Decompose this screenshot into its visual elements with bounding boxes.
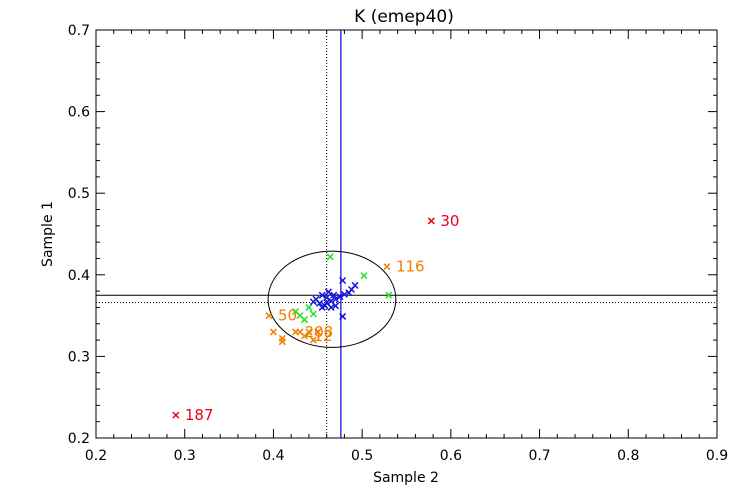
data-point-blue	[339, 312, 347, 320]
data-point-blue	[323, 294, 331, 302]
point-label: 187	[185, 406, 214, 424]
x-axis-label: Sample 2	[373, 470, 439, 486]
x-tick-label: 0.2	[85, 448, 107, 464]
data-point-orange	[278, 338, 286, 346]
point-label: 50	[278, 307, 297, 325]
confidence-ellipse	[267, 250, 397, 348]
data-point-green	[326, 253, 334, 261]
y-tick-label: 0.2	[68, 431, 90, 447]
data-point-green	[385, 291, 393, 299]
reference-lines	[96, 30, 717, 438]
x-tick-label: 0.7	[528, 448, 550, 464]
x-tick-label: 0.9	[706, 448, 728, 464]
point-label: 208	[305, 323, 334, 341]
x-tick-label: 0.5	[351, 448, 373, 464]
y-tick-label: 0.7	[68, 23, 90, 39]
data-point-blue	[309, 298, 317, 306]
point-label: 30	[440, 212, 459, 230]
data-point-orange	[383, 263, 391, 271]
tick-labels: 0.2 0.3 0.4 0.5 0.6 0.7 0.8 0.9 0.2 0.3 0.4 0.5 0.6 0…	[68, 23, 728, 464]
y-axis-label: Sample 1	[40, 201, 56, 267]
ellipse-layer	[267, 250, 397, 348]
data-point-green	[360, 272, 368, 280]
y-tick-label: 0.5	[68, 186, 90, 202]
data-point-blue	[336, 293, 344, 301]
data-point-blue	[340, 290, 348, 298]
data-points	[172, 217, 435, 419]
data-point-blue	[345, 289, 353, 297]
data-point-orange	[269, 328, 277, 336]
point-label: 12	[313, 327, 332, 345]
data-point-red	[172, 411, 180, 419]
y-tick-label: 0.3	[68, 349, 90, 365]
data-point-blue	[318, 291, 326, 299]
data-point-blue	[318, 303, 326, 311]
y-tick-label: 0.6	[68, 105, 90, 121]
data-point-blue	[327, 303, 335, 311]
point-label: 116	[396, 258, 425, 276]
data-point-blue	[331, 295, 340, 303]
data-point-orange	[314, 328, 322, 336]
axis-ticks	[95, 29, 718, 439]
data-point-red	[427, 217, 435, 225]
data-point-green	[305, 303, 313, 311]
data-point-blue	[331, 302, 340, 310]
chart-title: K (emep40)	[354, 7, 454, 27]
data-point-blue	[324, 288, 332, 296]
x-tick-label: 0.3	[174, 448, 196, 464]
plot-frame	[95, 29, 718, 439]
y-tick-label: 0.4	[68, 268, 90, 284]
data-point-green	[300, 316, 309, 324]
x-tick-label: 0.4	[262, 448, 284, 464]
data-point-green	[309, 310, 317, 318]
data-point-orange	[265, 312, 273, 320]
x-tick-label: 0.8	[617, 448, 639, 464]
data-point-orange	[305, 328, 313, 336]
data-point-blue	[339, 276, 347, 285]
data-point-orange	[309, 336, 317, 344]
x-tick-label: 0.6	[440, 448, 462, 464]
data-point-blue	[330, 291, 338, 299]
